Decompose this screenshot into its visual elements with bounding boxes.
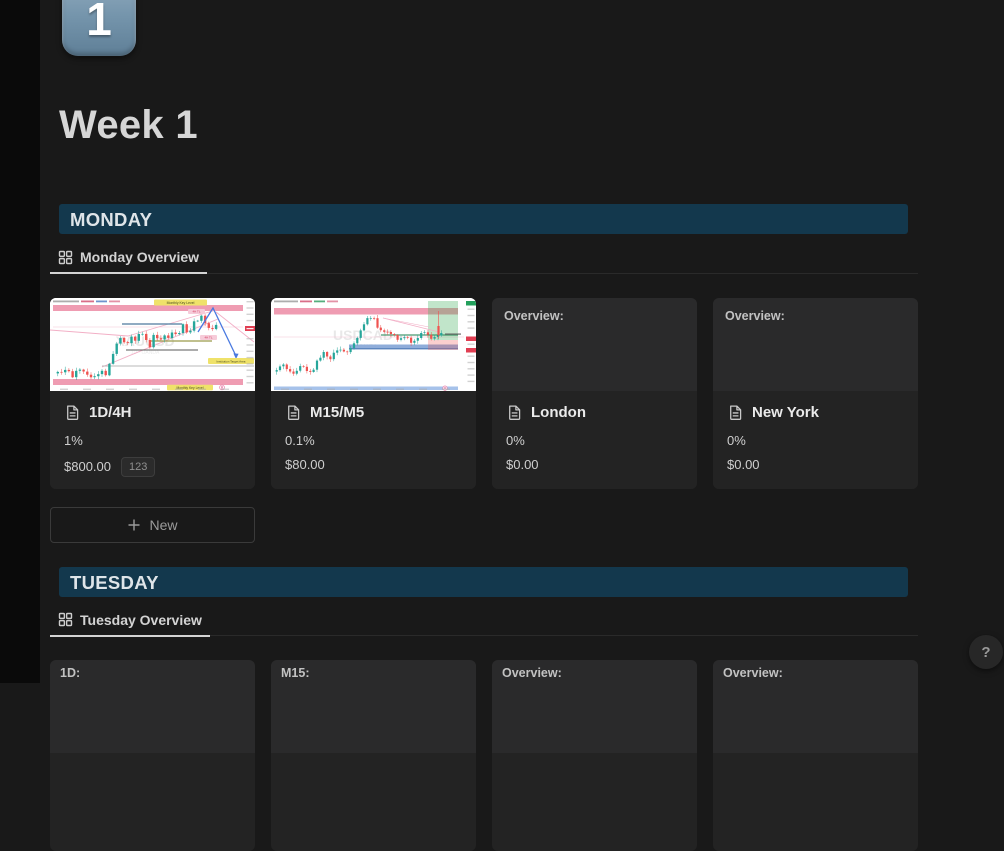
card-info: M15/M5 0.1% $80.00: [271, 390, 476, 489]
svg-text:4H TL: 4H TL: [192, 309, 200, 313]
card-chart-thumbnail-usdcad: USDCAD 15 · OANDA: [271, 297, 476, 391]
card-tuesday-london[interactable]: Overview:: [492, 660, 697, 851]
gallery-grid-icon: [58, 250, 73, 265]
card-info: New York 0% $0.00: [713, 390, 918, 489]
card-amount: $0.00: [506, 456, 539, 472]
chart-watermark: XAUUSD: [115, 333, 174, 349]
tab-monday-overview[interactable]: Monday Overview: [50, 248, 208, 274]
page-content: 1 Week 1 MONDAY Monday Overview XAUUSD 1…: [40, 0, 1004, 851]
card-text-preview: 1D:: [50, 660, 255, 753]
card-title: 1D/4H: [89, 403, 132, 421]
svg-text:Monthly Key Level: Monthly Key Level: [177, 386, 204, 390]
candlestick-series: [56, 313, 218, 380]
window-left-edge: [0, 0, 40, 683]
card-info: 1D/4H 1% $800.00 123: [50, 390, 255, 489]
new-button-label: New: [149, 516, 178, 533]
card-tuesday-m15[interactable]: M15:: [271, 660, 476, 851]
page-doc-icon: [64, 404, 81, 421]
chart-label-tl-1: 4H TL: [188, 308, 205, 314]
card-percent: 1%: [64, 432, 83, 448]
card-title: London: [531, 403, 586, 421]
card-tuesday-new-york[interactable]: Overview:: [713, 660, 918, 851]
svg-text:Institution Target Area: Institution Target Area: [217, 359, 246, 363]
card-text-preview: Overview:: [713, 297, 918, 391]
card-amount: $0.00: [727, 456, 760, 472]
card-percent: 0%: [506, 432, 525, 448]
card-text-preview: Overview:: [492, 660, 697, 753]
tab-label: Monday Overview: [80, 249, 200, 265]
card-badge: 123: [121, 456, 156, 477]
page-doc-icon: [727, 404, 744, 421]
card-amount: $800.00: [64, 459, 111, 474]
card-title: M15/M5: [310, 403, 365, 421]
plus-icon: [127, 518, 141, 532]
page-icon-digit: 1: [86, 0, 112, 45]
tab-label: Tuesday Overview: [80, 611, 202, 628]
card-text-preview: Overview:: [492, 297, 697, 391]
card-m15-m5[interactable]: USDCAD 15 · OANDA: [271, 297, 476, 489]
monday-view-tabs: Monday Overview: [50, 248, 918, 274]
chart-label-bottom: Monthly Key Level: [167, 384, 213, 390]
card-tuesday-1d[interactable]: 1D:: [50, 660, 255, 851]
card-london[interactable]: Overview: London 0% $0.00: [492, 297, 697, 489]
svg-text:4H TL: 4H TL: [204, 335, 212, 339]
heading-monday[interactable]: MONDAY: [59, 204, 908, 234]
card-title: New York: [752, 403, 819, 421]
card-1d-4h[interactable]: XAUUSD 1D · OANDA: [50, 297, 255, 489]
card-amount: $80.00: [285, 456, 325, 472]
tab-tuesday-overview[interactable]: Tuesday Overview: [50, 611, 210, 637]
card-new-york[interactable]: Overview: New York 0% $0.00: [713, 297, 918, 489]
new-page-button[interactable]: New: [50, 506, 255, 543]
card-info: London 0% $0.00: [492, 390, 697, 489]
gallery-grid-icon: [58, 612, 73, 627]
monday-gallery: XAUUSD 1D · OANDA: [50, 297, 1004, 489]
card-percent: 0.1%: [285, 432, 315, 448]
candlestick-series: [275, 314, 443, 376]
card-text-preview: Overview:: [713, 660, 918, 753]
chart-label-target: Institution Target Area: [208, 357, 254, 364]
chart-watermark: USDCAD: [333, 327, 393, 343]
svg-text:Monthly Key Level: Monthly Key Level: [167, 300, 195, 304]
chart-watermark-sub: 1D · OANDA: [131, 350, 160, 356]
tuesday-view-tabs: Tuesday Overview: [50, 611, 918, 637]
chart-label-top: Monthly Key Level: [154, 299, 207, 305]
page-doc-icon: [506, 404, 523, 421]
help-button-label: ?: [981, 643, 991, 661]
page-icon-keycap-1[interactable]: 1: [62, 0, 136, 56]
page-doc-icon: [285, 404, 302, 421]
heading-tuesday[interactable]: TUESDAY: [59, 566, 908, 597]
chart-label-tl-2: 4H TL: [200, 334, 217, 340]
card-percent: 0%: [727, 432, 746, 448]
card-text-preview: M15:: [271, 660, 476, 753]
help-button[interactable]: ?: [969, 635, 1003, 669]
page-title[interactable]: Week 1: [59, 103, 198, 147]
card-chart-thumbnail-xauusd: XAUUSD 1D · OANDA: [50, 297, 255, 391]
tuesday-gallery: 1D: M15: Overview: Overview:: [50, 660, 1004, 851]
